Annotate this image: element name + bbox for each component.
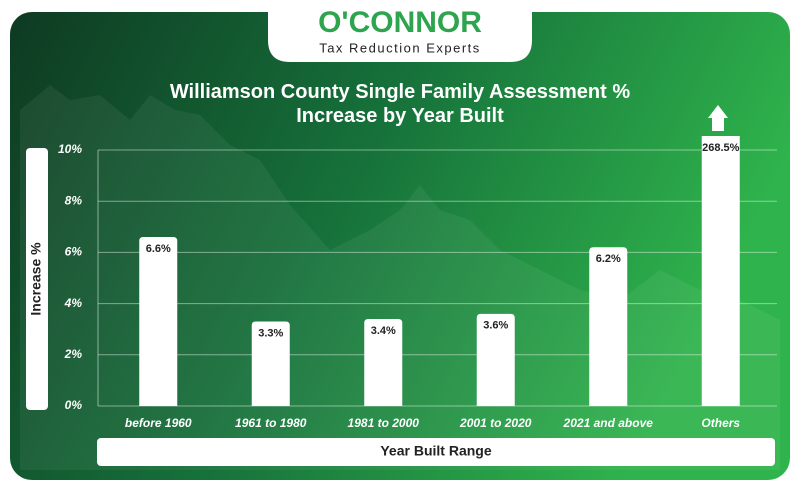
x-tick-label: Others: [701, 416, 740, 430]
bars: [139, 136, 740, 406]
y-tick-label: 4%: [64, 296, 83, 310]
chart-title: Williamson County Single Family Assessme…: [169, 81, 631, 127]
y-tick-label: 10%: [58, 142, 82, 156]
y-label-box: [26, 148, 48, 410]
bar: [476, 313, 515, 406]
logo-tagline: Tax Reduction Experts: [319, 40, 481, 55]
x-axis-label: Year Built Range: [380, 443, 491, 459]
x-tick-label: 2021 and above: [563, 416, 654, 430]
y-axis-label: Increase %: [28, 242, 44, 316]
logo-tab: [268, 0, 532, 62]
bar: [139, 237, 178, 406]
value-label: 3.6%: [483, 320, 508, 332]
value-label: 3.3%: [258, 327, 283, 339]
y-tick-label: 2%: [64, 347, 83, 361]
bar: [701, 136, 740, 406]
y-tick-label: 0%: [65, 398, 83, 412]
x-tick-label: 1981 to 2000: [348, 416, 420, 430]
bar: [589, 247, 628, 406]
x-label-box: [97, 438, 775, 466]
overflow-arrow: [708, 105, 728, 131]
value-label: 268.5%: [702, 142, 740, 154]
x-tick-label: 2001 to 2020: [459, 416, 532, 430]
x-tick-label: 1961 to 1980: [235, 416, 307, 430]
y-tick-label: 6%: [65, 245, 83, 259]
y-tick-label: 8%: [65, 193, 83, 207]
logo-name: O'CONNOR: [318, 6, 482, 39]
x-tick-label: before 1960: [125, 416, 192, 430]
value-label: 6.6%: [146, 243, 171, 255]
bar: [364, 318, 403, 406]
value-label: 3.4%: [371, 325, 396, 337]
bar: [251, 321, 290, 406]
value-label: 6.2%: [596, 253, 621, 265]
